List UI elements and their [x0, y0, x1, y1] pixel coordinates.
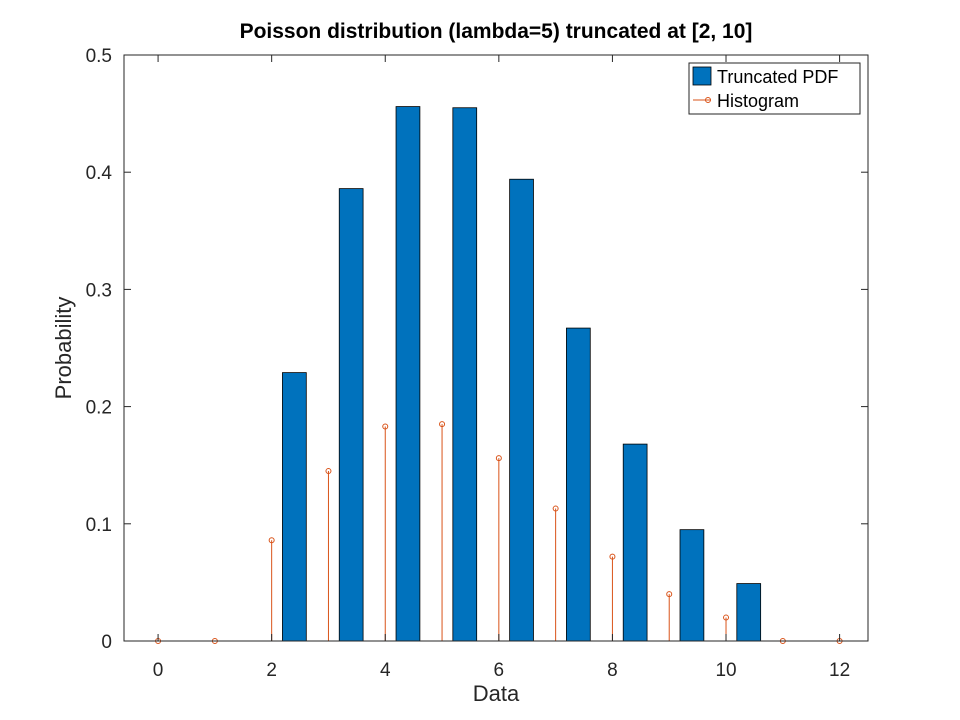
legend: Truncated PDF Histogram: [688, 62, 861, 115]
axes: 0 2 4 6 8 10 12 0 0.1 0.2 0.3 0.4 0.5: [86, 46, 869, 681]
stem-marker: [382, 423, 389, 430]
stem-marker: [609, 553, 616, 560]
stem-marker: [666, 591, 673, 598]
legend-swatch-truncated-pdf: [692, 66, 712, 86]
x-tick-label: 12: [829, 660, 850, 681]
bar: [509, 178, 534, 642]
bar: [736, 583, 762, 642]
bar: [452, 107, 478, 642]
axes-box: [123, 54, 869, 642]
stem-marker: [439, 421, 446, 428]
x-axis-label: Data: [473, 681, 520, 706]
stem-marker: [552, 505, 559, 512]
stem-marker: [325, 468, 332, 475]
stem-marker: [495, 455, 502, 462]
y-tick-label: 0.3: [86, 280, 112, 301]
y-axis-label: Probability: [51, 297, 76, 400]
chart-title: Poisson distribution (lambda=5) truncate…: [240, 20, 753, 43]
x-tick-label: 6: [494, 660, 505, 681]
bar: [622, 443, 648, 642]
y-tick-label: 0.1: [86, 515, 112, 536]
legend-label-histogram: Histogram: [717, 91, 799, 111]
x-tick-label: 8: [607, 660, 618, 681]
legend-label-truncated-pdf: Truncated PDF: [717, 67, 838, 87]
x-tick-label: 4: [380, 660, 391, 681]
stem-marker: [723, 614, 730, 621]
x-tick-label: 0: [153, 660, 164, 681]
y-tick-label: 0.5: [86, 46, 112, 67]
bar: [395, 106, 421, 642]
y-tick-label: 0.4: [86, 163, 113, 184]
x-tick-label: 10: [715, 660, 736, 681]
legend-box: [688, 62, 861, 115]
legend-marker-histogram: [705, 97, 711, 103]
bar: [338, 188, 364, 642]
stem-marker: [268, 537, 275, 544]
y-tick-label: 0: [101, 632, 112, 653]
bar: [679, 529, 705, 642]
y-tick-label: 0.2: [86, 398, 112, 419]
plot-area: [155, 106, 843, 644]
bar: [282, 372, 307, 642]
x-tick-label: 2: [266, 660, 277, 681]
bar: [566, 327, 591, 642]
